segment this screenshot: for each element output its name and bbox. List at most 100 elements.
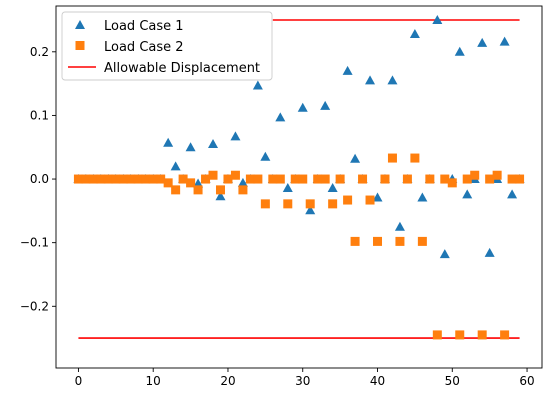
load-case-1-point [215,191,226,201]
load-case-1-point [394,221,405,231]
y-tick-label: −0.1 [20,236,49,250]
legend-label-allowable-displacement: Allowable Displacement [104,61,260,76]
load-case-1-point [208,139,219,149]
load-case-1-point [372,192,383,202]
load-case-2-point [208,170,218,180]
load-case-2-point [335,174,345,184]
load-case-2-point [350,236,360,246]
load-case-2-point [88,174,98,184]
load-case-1-point [432,14,443,24]
load-case-2-point [410,153,420,163]
load-case-1-point [275,112,286,122]
load-case-2-point [365,195,375,205]
load-case-2-point [492,170,502,180]
load-case-2-point [283,199,293,209]
load-case-2-point [477,330,487,340]
load-case-1-point [282,182,293,192]
load-case-2-point [73,174,83,184]
legend-label-load-case-2: Load Case 2 [104,40,184,55]
load-case-2-point [133,174,143,184]
x-tick-label: 40 [370,374,385,388]
load-case-2-point [290,174,300,184]
x-tick-label: 30 [295,374,310,388]
load-case-2-point [141,174,151,184]
load-case-2-point [96,174,106,184]
load-case-2-point [275,174,285,184]
load-case-1-point [350,153,361,163]
load-case-1-point [170,161,181,171]
x-tick-label: 0 [75,374,83,388]
load-case-2-point [163,178,173,188]
load-case-1-point [230,131,241,141]
load-case-1-point [163,137,174,147]
load-case-1-point [507,189,518,199]
legend-box [61,11,273,81]
load-case-1-point [327,182,338,192]
load-case-2-point [305,199,315,209]
load-case-1-point [260,151,271,161]
y-tick-label: 0.0 [30,172,49,186]
load-case-2-point [201,174,211,184]
load-case-1-point [409,28,420,38]
legend-marker-load-case-1 [75,20,85,29]
load-case-2-point [223,174,233,184]
load-case-1-point [477,37,488,47]
x-tick-label: 50 [445,374,460,388]
load-case-2-point [387,153,397,163]
load-case-2-point [462,174,472,184]
load-case-2-point [260,199,270,209]
load-case-1-point [499,36,510,46]
load-case-2-point [417,236,427,246]
load-case-1-point [454,46,465,56]
load-case-2-point [148,174,158,184]
load-case-1-point [193,178,204,188]
load-case-2-point [238,185,248,195]
legend: Load Case 1 Load Case 2 Allowable Displa… [61,11,273,81]
load-case-1-point [252,80,263,90]
load-case-1-point [387,75,398,85]
load-case-2-point [118,174,128,184]
load-case-2-point [81,174,91,184]
load-case-2-point [313,174,323,184]
load-case-2-point [126,174,136,184]
load-case-2-point [358,174,368,184]
load-case-1-point [185,142,196,152]
y-tick-label: 0.1 [30,108,49,122]
load-case-2-point [440,174,450,184]
x-tick-label: 60 [519,374,534,388]
axis-layer: 0 10 20 30 40 50 60 −0.2 −0.1 0.0 0.1 0.2 [20,45,535,388]
load-case-2-point [432,330,442,340]
load-case-2-point [373,236,383,246]
load-case-2-point [245,174,255,184]
load-case-2-point [485,174,495,184]
x-tick-label: 10 [146,374,161,388]
load-case-2-point [380,174,390,184]
load-case-1-point [365,75,376,85]
legend-label-load-case-1: Load Case 1 [104,19,184,34]
load-case-1-point [305,205,316,215]
load-case-2-point [425,174,435,184]
load-case-2-point [171,185,181,195]
load-case-2-point [253,174,263,184]
load-case-2-point [103,174,113,184]
load-case-2-point [215,185,225,195]
legend-marker-load-case-2 [75,41,85,50]
load-case-2-point [178,174,188,184]
y-tick-label: 0.2 [30,45,49,59]
load-case-2-point [507,174,517,184]
load-case-2-point [193,185,203,195]
load-case-2-point [230,170,240,180]
y-tick-label: −0.2 [20,299,49,313]
load-case-1-point [320,100,331,110]
load-case-2-point [268,174,278,184]
load-case-2-point [455,330,465,340]
load-case-2-point [402,174,412,184]
load-case-2-point [515,174,525,184]
load-case-1-point [417,192,428,202]
load-case-2-point [500,330,510,340]
load-case-1-point [342,65,353,75]
load-case-2-point [470,170,480,180]
x-tick-label: 20 [220,374,235,388]
load-case-1-point [439,249,450,259]
